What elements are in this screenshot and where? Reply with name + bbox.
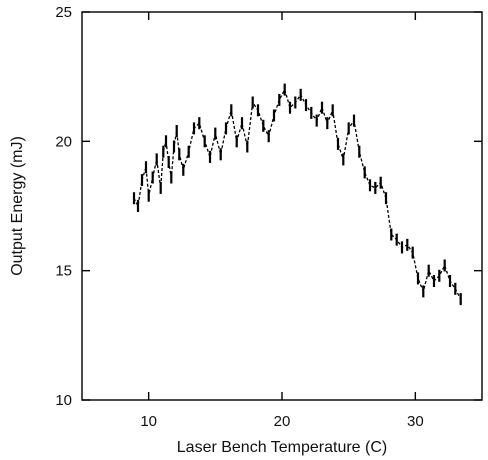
data-point	[219, 148, 222, 161]
data-point	[283, 83, 286, 96]
data-point	[235, 135, 238, 148]
data-point	[395, 233, 398, 246]
series-line	[133, 87, 462, 300]
x-tick-label: 30	[407, 413, 424, 430]
y-tick-label: 25	[55, 4, 72, 21]
data-point	[192, 122, 196, 135]
y-tick-label: 20	[55, 133, 72, 150]
data-point	[182, 163, 185, 176]
data-point	[167, 156, 170, 168]
data-point	[427, 264, 430, 277]
data-point	[214, 127, 217, 140]
x-axis-label: Laser Bench Temperature (C)	[177, 439, 387, 456]
data-point	[384, 192, 388, 205]
data-point	[224, 122, 228, 135]
data-point	[315, 114, 318, 127]
data-point	[448, 275, 452, 287]
data-point	[251, 96, 254, 109]
data-point	[262, 119, 265, 132]
data-point	[203, 135, 206, 148]
data-point	[368, 179, 372, 192]
tick-labels: 10 20 30 10 15 20 25	[55, 4, 423, 430]
data-point	[267, 130, 270, 143]
data-point	[278, 93, 281, 106]
data-point	[187, 145, 190, 158]
data-point	[198, 117, 201, 130]
data-point	[438, 269, 441, 282]
data-point	[294, 96, 297, 109]
data-point	[326, 117, 329, 130]
data-point	[136, 200, 140, 212]
data-point	[172, 140, 176, 153]
data-point	[299, 88, 302, 101]
data-point	[178, 148, 181, 161]
data-point	[310, 106, 313, 119]
y-tick-label: 15	[55, 263, 72, 280]
tick-marks	[82, 11, 482, 401]
data-point	[320, 101, 324, 114]
x-tick-label: 10	[140, 413, 157, 430]
y-axis-label: Output Energy (mJ)	[9, 136, 26, 276]
data-series	[132, 83, 462, 306]
data-point	[256, 104, 260, 117]
data-point	[246, 140, 249, 153]
plot-frame	[81, 11, 483, 401]
data-point	[347, 122, 350, 135]
data-point	[411, 246, 414, 259]
data-point	[272, 109, 276, 122]
data-point	[422, 285, 425, 298]
data-point	[208, 150, 212, 163]
data-point	[155, 153, 158, 166]
data-point	[147, 189, 150, 202]
data-point	[400, 241, 404, 254]
data-point	[358, 145, 361, 158]
data-point	[240, 117, 244, 130]
data-point	[443, 259, 446, 272]
data-point	[159, 181, 162, 194]
data-point	[432, 275, 436, 287]
data-point	[151, 171, 154, 184]
data-point	[459, 293, 462, 306]
data-point	[164, 135, 168, 148]
data-point	[304, 99, 308, 112]
data-point	[230, 104, 233, 117]
data-point	[132, 192, 136, 205]
data-point	[288, 101, 292, 114]
data-point	[374, 181, 377, 194]
data-point	[170, 171, 173, 184]
data-point	[454, 282, 457, 295]
data-point	[363, 166, 366, 179]
data-point	[352, 114, 356, 127]
data-point	[390, 228, 393, 241]
data-point	[379, 176, 382, 189]
data-point	[336, 137, 340, 150]
data-point	[162, 145, 165, 158]
data-point	[140, 174, 144, 187]
data-point	[144, 161, 148, 174]
data-point	[416, 272, 420, 285]
data-point	[175, 125, 178, 137]
data-point	[406, 238, 409, 251]
data-point	[342, 153, 345, 166]
data-point	[331, 104, 334, 117]
y-tick-label: 10	[55, 392, 72, 409]
x-tick-label: 20	[274, 413, 291, 430]
